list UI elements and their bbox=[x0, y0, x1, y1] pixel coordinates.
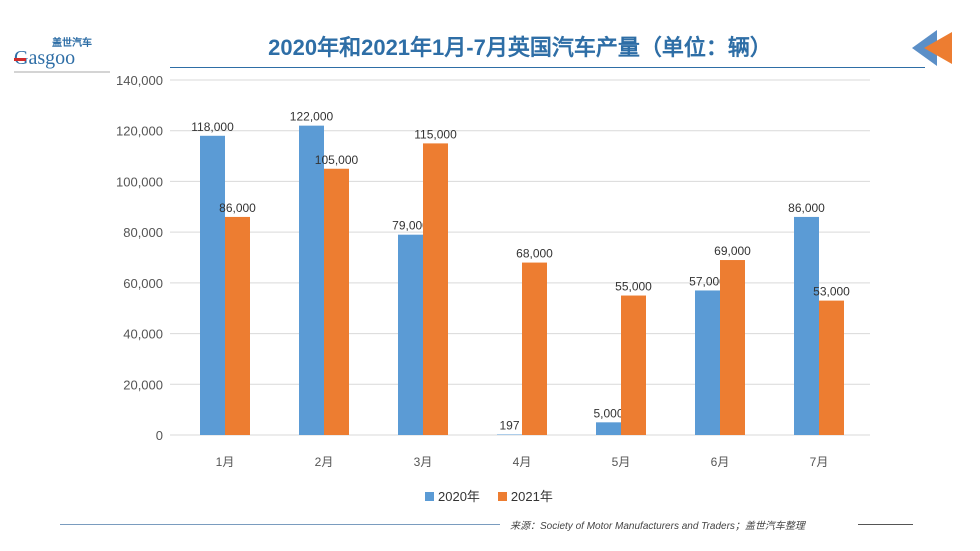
data-label: 122,000 bbox=[290, 110, 334, 124]
back-arrow-icon bbox=[912, 30, 957, 75]
svg-text:盖世汽车: 盖世汽车 bbox=[52, 36, 92, 49]
y-tick-label: 20,000 bbox=[123, 377, 163, 392]
data-label: 118,000 bbox=[191, 120, 234, 134]
x-tick-label: 5月 bbox=[612, 455, 631, 469]
source-text: 来源：Society of Motor Manufacturers and Tr… bbox=[510, 521, 805, 532]
y-tick-label: 40,000 bbox=[123, 327, 163, 342]
data-label: 86,000 bbox=[219, 201, 256, 215]
chart-title: 2020年和2021年1月-7月英国汽车产量（单位：辆） bbox=[268, 35, 772, 60]
data-label: 86,000 bbox=[788, 201, 825, 215]
data-label: 53,000 bbox=[813, 285, 850, 299]
data-label: 68,000 bbox=[516, 247, 553, 261]
data-label: 57,000 bbox=[689, 274, 726, 288]
bar-2020年-7月 bbox=[794, 216, 819, 435]
x-tick-label: 7月 bbox=[810, 455, 829, 469]
bar-chart: 0 20,000 40,000 60,000 80,000 100,000 120,000 1… bbox=[116, 73, 870, 469]
data-label: 55,000 bbox=[615, 280, 652, 294]
legend-2021: 2021年 bbox=[497, 486, 553, 505]
bar-2021年-2月 bbox=[324, 168, 349, 435]
bar-2021年-1月 bbox=[225, 216, 250, 435]
x-tick-label: 1月 bbox=[216, 455, 235, 469]
bar-2020年-2月 bbox=[299, 125, 324, 436]
bar-2021年-6月 bbox=[720, 260, 745, 435]
data-label: 69,000 bbox=[714, 244, 751, 258]
gasgoo-logo: 盖世汽车 Gasgoo bbox=[12, 34, 112, 74]
y-tick-label: 60,000 bbox=[123, 276, 163, 291]
data-label: 79,000 bbox=[392, 219, 429, 233]
bar-2021年-7月 bbox=[819, 300, 844, 435]
y-tick-label: 100,000 bbox=[116, 174, 163, 189]
legend: 2020年 2021年 bbox=[425, 486, 553, 505]
y-tick-label: 120,000 bbox=[116, 124, 163, 139]
data-label: 105,000 bbox=[315, 153, 359, 167]
x-tick-label: 3月 bbox=[414, 455, 433, 469]
bar-2021年-4月 bbox=[522, 262, 547, 435]
y-tick-label: 80,000 bbox=[123, 225, 163, 240]
bar-2020年-1月 bbox=[200, 135, 225, 436]
y-tick-label: 140,000 bbox=[116, 73, 163, 88]
bar-2020年-3月 bbox=[398, 234, 423, 435]
x-tick-label: 6月 bbox=[711, 455, 730, 469]
bar-2021年-5月 bbox=[621, 295, 646, 435]
title-divider bbox=[170, 67, 925, 68]
svg-text:Gasgoo: Gasgoo bbox=[14, 47, 75, 69]
data-label: 197 bbox=[499, 419, 519, 433]
legend-2020: 2020年 bbox=[425, 486, 480, 505]
bar-2020年-5月 bbox=[596, 422, 621, 435]
x-tick-label: 4月 bbox=[513, 455, 532, 469]
data-label: 115,000 bbox=[414, 127, 457, 141]
bar-2021年-3月 bbox=[423, 143, 448, 435]
y-tick-label: 0 bbox=[156, 428, 163, 443]
data-label: 5,000 bbox=[593, 406, 623, 420]
bar-2020年-6月 bbox=[695, 290, 720, 435]
x-tick-label: 2月 bbox=[315, 455, 334, 469]
